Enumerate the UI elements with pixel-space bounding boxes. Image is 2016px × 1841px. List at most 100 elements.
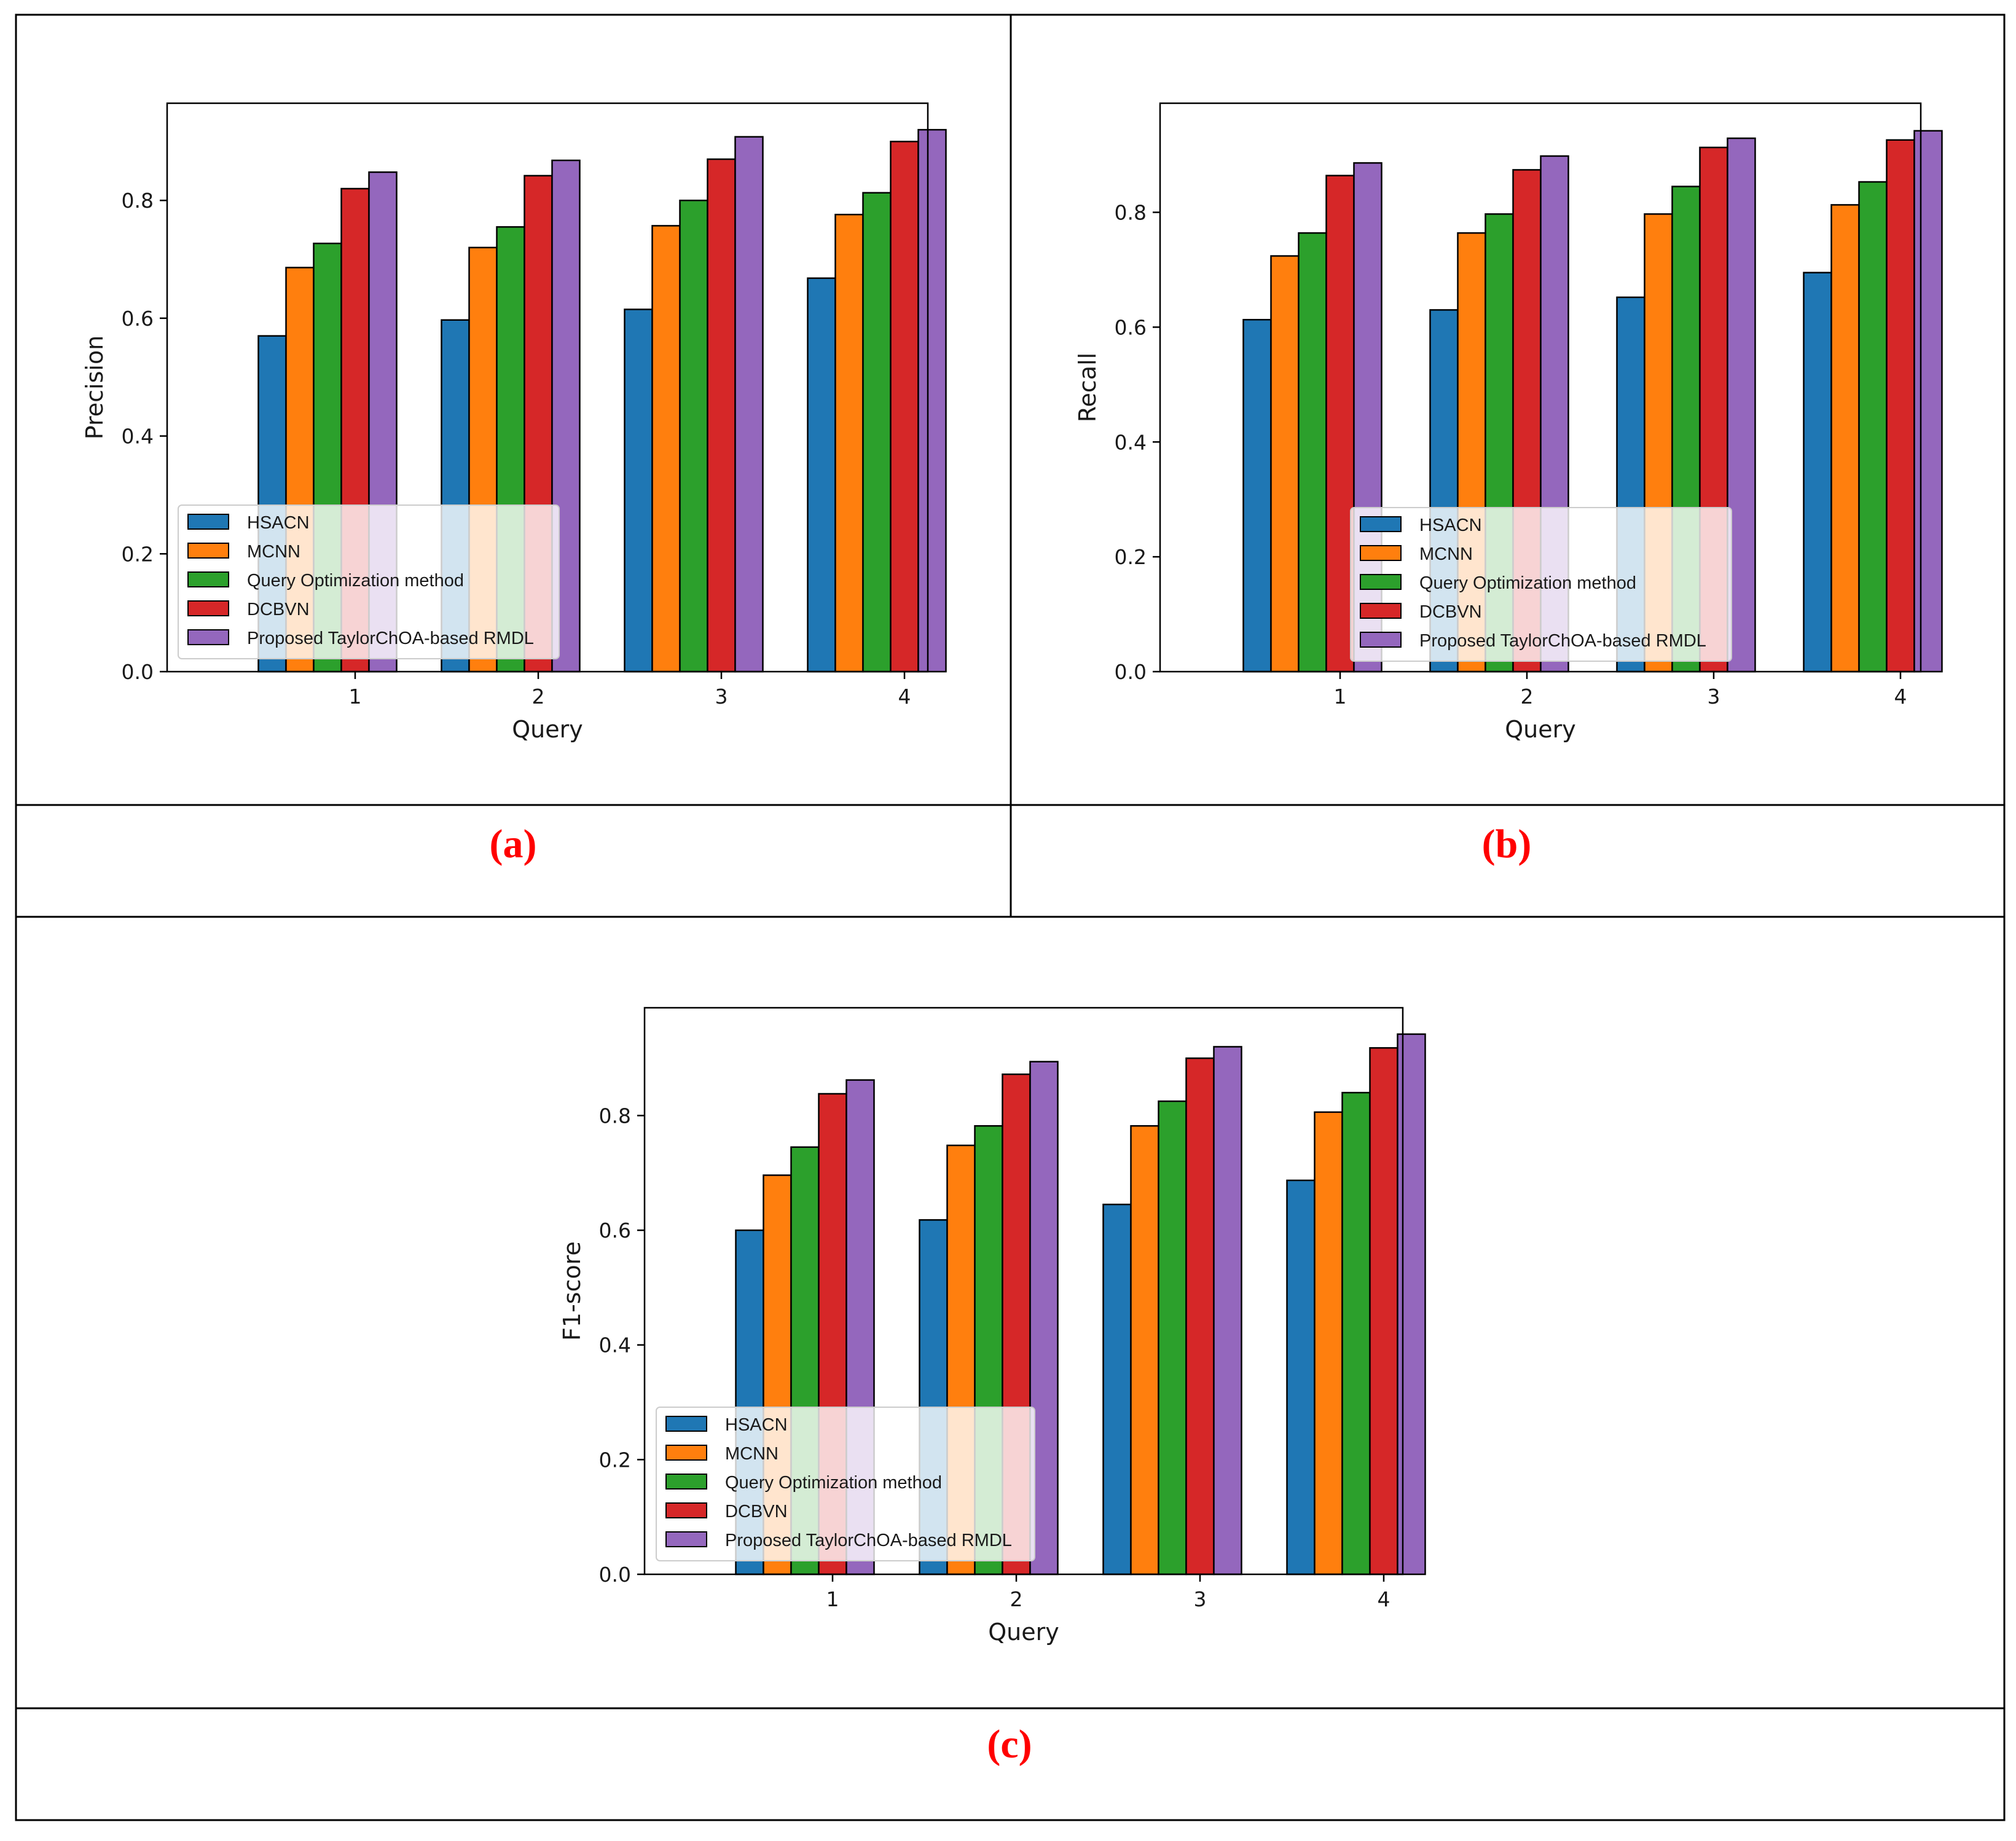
legend-entry-label: HSACN xyxy=(247,513,310,533)
x-tick-label: 3 xyxy=(715,685,728,709)
y-tick-label: 0.4 xyxy=(122,425,154,449)
x-tick-label: 3 xyxy=(1194,1587,1207,1611)
legend-swatch xyxy=(665,1445,707,1461)
x-tick-label: 1 xyxy=(349,685,362,709)
y-tick-label: 0.0 xyxy=(122,660,154,684)
legend-entry-label: Proposed TaylorChOA-based RMDL xyxy=(247,629,534,648)
bar-dcbvn-q4 xyxy=(890,141,919,673)
legend-entry-label: MCNN xyxy=(725,1444,779,1464)
x-tick-label: 4 xyxy=(898,685,911,709)
legend-entry-label: Query Optimization method xyxy=(725,1473,942,1493)
legend: HSACN MCNN Query Optimization method DCBVN P… xyxy=(178,504,560,659)
legend-entry-label: Query Optimization method xyxy=(247,571,464,591)
y-tick-label: 0.8 xyxy=(599,1104,631,1128)
legend-swatch xyxy=(665,1531,707,1547)
legend: HSACN MCNN Query Optimization method DCBVN P… xyxy=(656,1407,1035,1561)
bar-dcbvn-q4 xyxy=(1369,1047,1398,1576)
bar-proposed-taylorchoa-based-rmdl-q3 xyxy=(1213,1046,1242,1576)
y-tick-label: 0.6 xyxy=(599,1219,631,1242)
bar-proposed-taylorchoa-based-rmdl-q4 xyxy=(1913,130,1943,673)
legend-swatch xyxy=(665,1416,707,1432)
x-tick-label: 2 xyxy=(1521,685,1534,709)
y-tick-label: 0.8 xyxy=(122,189,154,213)
bar-hsacn-q4 xyxy=(1803,272,1832,673)
legend-box xyxy=(1350,507,1732,662)
y-tick-label: 0.6 xyxy=(1115,315,1147,339)
legend-entry-label: HSACN xyxy=(725,1415,788,1435)
bar-dcbvn-q1 xyxy=(1325,175,1355,673)
plot-frame xyxy=(643,1007,1404,1576)
y-tick-label: 0.2 xyxy=(1115,545,1147,569)
legend-entry-label: DCBVN xyxy=(247,600,310,619)
legend-swatch xyxy=(1360,545,1402,561)
bar-query-optimization-method-q3 xyxy=(679,199,708,673)
bar-mcnn-q4 xyxy=(1314,1111,1343,1576)
legend-swatch xyxy=(1360,574,1402,590)
bar-dcbvn-q3 xyxy=(1185,1057,1215,1576)
legend-swatch xyxy=(187,629,229,645)
bar-mcnn-q4 xyxy=(1830,204,1860,673)
chart-panel-a: 0.0 0.2 0.4 0.6 0.8 1 2 3 4 HSACN MCNN Query Optimi… xyxy=(81,102,947,866)
x-tick-label: 2 xyxy=(1010,1587,1023,1611)
legend-box xyxy=(178,504,560,659)
x-tick-label: 1 xyxy=(1334,685,1347,709)
bar-hsacn-q4 xyxy=(807,277,836,673)
plot-area-f1-score: 0.0 0.2 0.4 0.6 0.8 1 2 3 4 HSACN MCNN Query Optimi… xyxy=(599,1007,1426,1611)
legend-entry-label: DCBVN xyxy=(1419,602,1482,622)
bar-mcnn-q1 xyxy=(1270,255,1300,673)
y-tick-label: 0.0 xyxy=(599,1563,631,1587)
legend-swatch xyxy=(187,514,229,530)
legend-entry-label: Query Optimization method xyxy=(1419,573,1636,593)
legend-box xyxy=(656,1407,1035,1561)
legend-entry-label: Proposed TaylorChOA-based RMDL xyxy=(1419,631,1706,651)
y-axis-label-f1-score: F1-score xyxy=(559,1241,586,1341)
bar-hsacn-q4 xyxy=(1286,1179,1316,1576)
bar-dcbvn-q4 xyxy=(1886,139,1915,673)
y-tick-label: 0.4 xyxy=(599,1333,631,1357)
plot-area-recall: 0.0 0.2 0.4 0.6 0.8 1 2 3 4 HSACN MCNN Query Optimi… xyxy=(1115,102,1943,709)
bar-query-optimization-method-q4 xyxy=(1341,1091,1371,1576)
x-tick-label: 2 xyxy=(532,685,545,709)
plot-area-precision: 0.0 0.2 0.4 0.6 0.8 1 2 3 4 HSACN MCNN Query Optimi… xyxy=(122,102,947,709)
bar-mcnn-q3 xyxy=(1130,1125,1159,1576)
bar-query-optimization-method-q4 xyxy=(862,192,892,673)
x-axis-label-query: Query xyxy=(512,716,582,743)
bar-proposed-taylorchoa-based-rmdl-q4 xyxy=(917,128,947,673)
figure-table-frame xyxy=(15,14,2006,1821)
x-tick-label: 4 xyxy=(1894,685,1907,709)
bar-query-optimization-method-q3 xyxy=(1158,1100,1187,1576)
x-tick-label: 4 xyxy=(1378,1587,1390,1611)
bar-hsacn-q3 xyxy=(624,308,653,673)
bar-mcnn-q4 xyxy=(834,213,864,673)
y-tick-label: 0.0 xyxy=(1115,660,1147,684)
legend-entry-label: DCBVN xyxy=(725,1502,788,1521)
y-tick-label: 0.4 xyxy=(1115,430,1147,454)
legend-entry-label: MCNN xyxy=(1419,544,1473,564)
y-axis-label-recall: Recall xyxy=(1074,353,1101,422)
legend-swatch xyxy=(1360,516,1402,532)
legend-entry-label: HSACN xyxy=(1419,516,1482,535)
legend-entry-label: Proposed TaylorChOA-based RMDL xyxy=(725,1531,1012,1550)
caption-a: (a) xyxy=(490,822,537,866)
bar-query-optimization-method-q4 xyxy=(1858,181,1888,673)
plot-frame xyxy=(166,102,929,673)
x-tick-label: 3 xyxy=(1708,685,1720,709)
chart-panel-b: 0.0 0.2 0.4 0.6 0.8 1 2 3 4 HSACN MCNN Query Optimi… xyxy=(1074,102,1943,866)
bar-query-optimization-method-q1 xyxy=(1298,232,1327,673)
legend-swatch xyxy=(187,571,229,587)
legend-swatch xyxy=(187,543,229,559)
bar-proposed-taylorchoa-based-rmdl-q4 xyxy=(1397,1033,1426,1576)
legend: HSACN MCNN Query Optimization method DCBVN P… xyxy=(1350,507,1732,662)
bar-mcnn-q3 xyxy=(651,225,681,673)
caption-b: (b) xyxy=(1482,822,1532,866)
legend-entry-label: MCNN xyxy=(247,542,300,562)
bar-hsacn-q3 xyxy=(1102,1203,1132,1576)
legend-swatch xyxy=(1360,632,1402,648)
plot-frame xyxy=(1159,102,1922,673)
chart-panel-c: 0.0 0.2 0.4 0.6 0.8 1 2 3 4 HSACN MCNN Query Optimi… xyxy=(559,1007,1426,1767)
caption-c: (c) xyxy=(987,1722,1032,1767)
legend-swatch xyxy=(665,1502,707,1518)
y-axis-label-precision: Precision xyxy=(81,336,108,440)
x-tick-label: 1 xyxy=(826,1587,839,1611)
